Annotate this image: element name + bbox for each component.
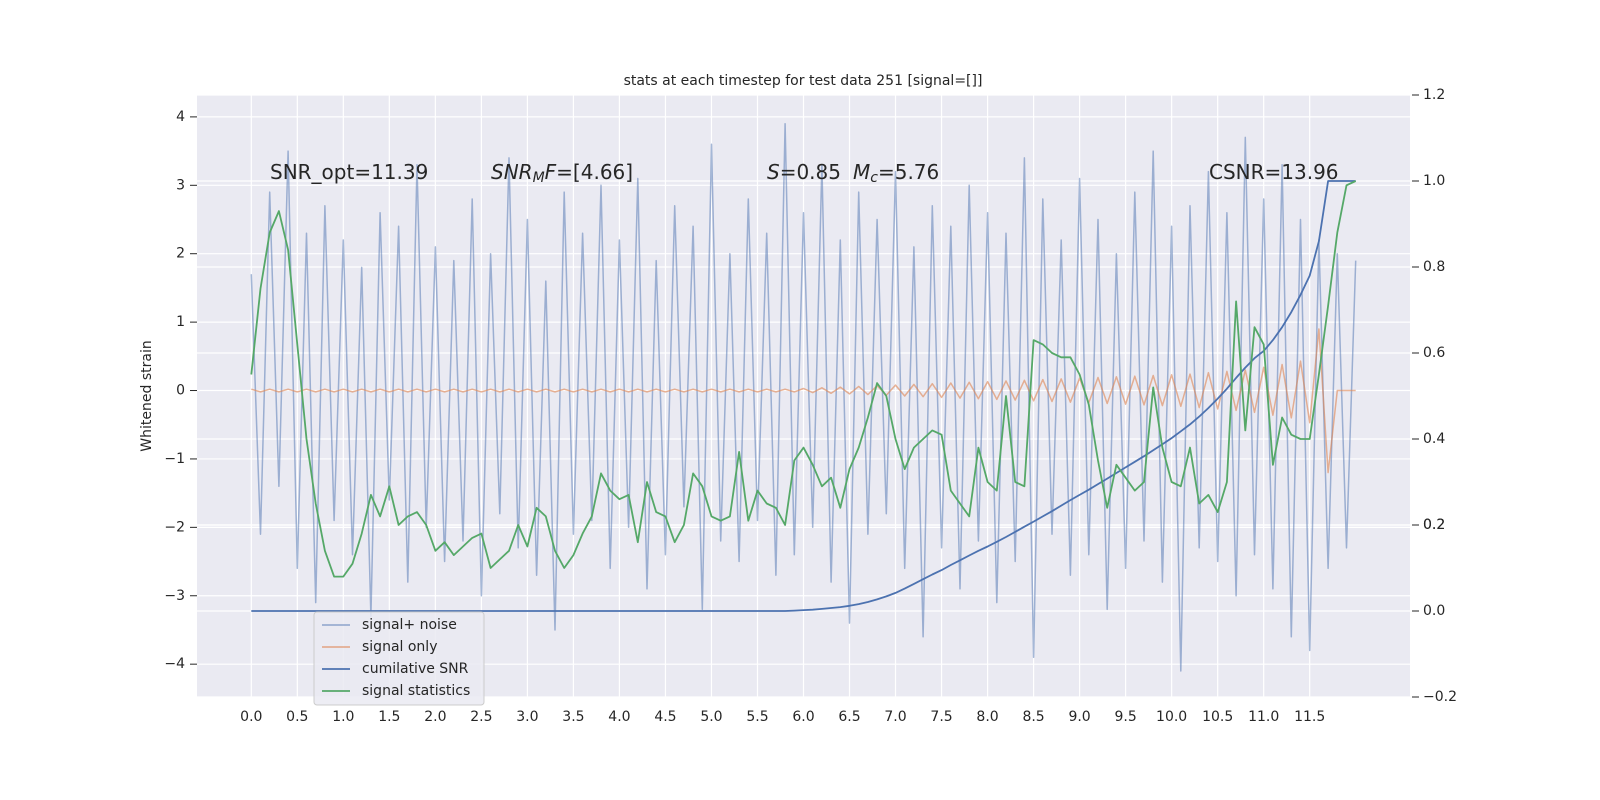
y2-tick-label: 0.6: [1423, 345, 1445, 361]
legend-box: [313, 611, 485, 706]
x-tick-label: 9.0: [1068, 709, 1090, 725]
series-line: [250, 122, 1357, 672]
y2-tick-label: 1.2: [1423, 87, 1445, 103]
x-tick-label: 9.5: [1114, 709, 1136, 725]
x-tick-label: 11.0: [1248, 709, 1279, 725]
x-tick-label: 10.5: [1202, 709, 1233, 725]
x-tick-label: 0.0: [240, 709, 262, 725]
legend-label: signal only: [362, 639, 437, 655]
y2-tick-label: 1.0: [1423, 173, 1445, 189]
x-tick-label: 6.5: [838, 709, 860, 725]
legend-label: signal statistics: [362, 683, 470, 699]
y2-tick-label: 0.4: [1423, 431, 1445, 447]
y2-tick-label: −0.2: [1423, 689, 1457, 705]
x-tick-label: 2.5: [470, 709, 492, 725]
annotation-part: =[4.66]: [556, 160, 633, 184]
legend-label: cumilative SNR: [362, 661, 469, 677]
x-tick-label: 4.5: [654, 709, 676, 725]
y2-tick-label: 0.2: [1423, 517, 1445, 533]
annotation-part: S: [767, 160, 780, 184]
annotation-part: SNR_opt=11.39: [270, 160, 428, 184]
x-tick-label: 5.0: [700, 709, 722, 725]
series-line: [250, 180, 1357, 578]
x-tick-label: 5.5: [746, 709, 768, 725]
series-line: [251, 328, 1356, 474]
annotation: SNR_opt=11.39: [270, 160, 428, 184]
y-tick-label: −2: [164, 519, 185, 535]
annotation: S=0.85 Mc=5.76: [767, 160, 939, 187]
x-tick-label: 11.5: [1294, 709, 1325, 725]
x-tick-label: 8.5: [1022, 709, 1044, 725]
x-tick-label: 8.0: [976, 709, 998, 725]
y-tick-label: −3: [164, 588, 185, 604]
annotation-part: =0.85: [780, 160, 841, 184]
series-line: [251, 180, 1356, 612]
labels: 0.0 0.5 1.0 1.5 2.0 2.5 3.0 3.5 4.0 4.5 5.0 5.5 6.0 6…: [164, 87, 1457, 725]
x-tick-label: 1.5: [378, 709, 400, 725]
x-tick-label: 6.0: [792, 709, 814, 725]
y-tick-label: 1: [176, 314, 185, 330]
legend-label: signal+ noise: [362, 617, 457, 633]
annotation-part: c: [870, 170, 878, 186]
marks: [250, 122, 1357, 672]
y-axis-label: Whitened strain: [139, 340, 155, 451]
x-tick-label: 3.0: [516, 709, 538, 725]
y-tick-label: −1: [164, 451, 185, 467]
x-tick-label: 10.0: [1156, 709, 1187, 725]
grid: [197, 94, 1410, 698]
chart-title: stats at each timestep for test data 251…: [624, 73, 983, 89]
annotation: CSNR=13.96: [1209, 160, 1339, 184]
y-tick-label: 2: [176, 246, 185, 262]
x-tick-label: 2.0: [424, 709, 446, 725]
x-tick-label: 7.0: [884, 709, 906, 725]
annotation-part: CSNR=13.96: [1209, 160, 1339, 184]
annotation-part: F: [545, 160, 557, 184]
x-tick-label: 0.5: [286, 709, 308, 725]
x-tick-label: 1.0: [332, 709, 354, 725]
y-tick-label: −4: [164, 656, 185, 672]
x-tick-label: 7.5: [930, 709, 952, 725]
y-tick-label: 0: [176, 383, 185, 399]
x-tick-label: 4.0: [608, 709, 630, 725]
y2-tick-label: 0.0: [1423, 603, 1445, 619]
annotation: SNRMF=[4.66]: [491, 160, 633, 187]
annotation-part: M: [853, 160, 870, 184]
annotation-part: =5.76: [878, 160, 939, 184]
x-tick-label: 3.5: [562, 709, 584, 725]
y-tick-label: 4: [176, 109, 185, 125]
y-tick-label: 3: [176, 177, 185, 193]
annotation-part: SNR: [491, 160, 533, 184]
y2-tick-label: 0.2: [1423, 517, 1445, 533]
y2-tick-label: 0.8: [1423, 259, 1445, 275]
annotation-part: M: [533, 170, 545, 186]
